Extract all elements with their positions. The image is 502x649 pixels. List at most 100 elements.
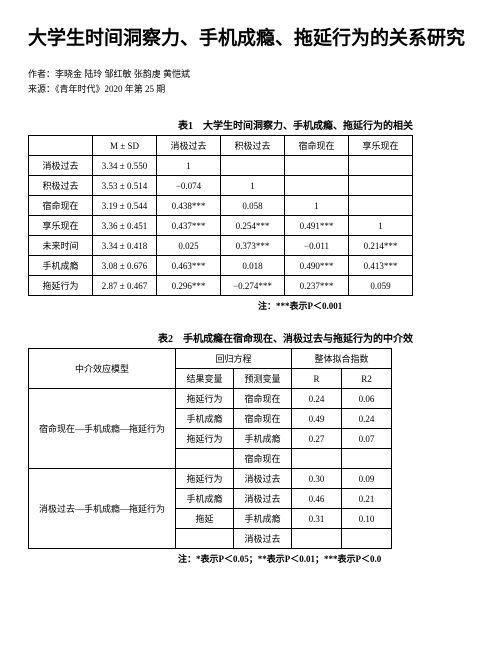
table1-header-row: M ± SD 消极过去 积极过去 宿命现在 享乐现在 bbox=[29, 136, 413, 156]
cell: −0.274*** bbox=[221, 276, 285, 296]
group-header: 中介效应模型 bbox=[29, 349, 176, 389]
cell: −0.011 bbox=[285, 236, 349, 256]
source-line: 来源：《青年时代》2020 年第 25 期 bbox=[28, 82, 482, 95]
table-row: 积极过去3.53 ± 0.514−0.0741 bbox=[29, 176, 413, 196]
table1-col-header: 消极过去 bbox=[157, 136, 221, 156]
cell: 3.34 ± 0.418 bbox=[93, 236, 157, 256]
cell: 0.490*** bbox=[285, 256, 349, 276]
cell: 3.34 ± 0.550 bbox=[93, 156, 157, 176]
cell: 拖延行为 bbox=[176, 389, 234, 409]
cell: 0.24 bbox=[342, 409, 392, 429]
cell bbox=[285, 176, 349, 196]
table1-col-header: M ± SD bbox=[93, 136, 157, 156]
cell: 宿命现在 bbox=[234, 409, 292, 429]
cell: 3.53 ± 0.514 bbox=[93, 176, 157, 196]
table-row: 宿命现在3.19 ± 0.5440.438***0.0581 bbox=[29, 196, 413, 216]
cell: 0.018 bbox=[221, 256, 285, 276]
authors-label: 作者： bbox=[28, 69, 55, 79]
cell: 手机成瘾 bbox=[234, 429, 292, 449]
cell: 3.36 ± 0.451 bbox=[93, 216, 157, 236]
table-row: 消极过去3.34 ± 0.5501 bbox=[29, 156, 413, 176]
row-label: 享乐现在 bbox=[29, 216, 93, 236]
table-row: 消极过去—手机成瘾—拖延行为 拖延行为消极过去0.300.09 bbox=[29, 469, 392, 489]
cell bbox=[176, 529, 234, 549]
cell: 拖延行为 bbox=[176, 469, 234, 489]
sub-header: 结果变量 bbox=[176, 369, 234, 389]
sub-header: R bbox=[292, 369, 342, 389]
table1-col-header: 积极过去 bbox=[221, 136, 285, 156]
cell: 0.31 bbox=[292, 509, 342, 529]
cell: 0.437*** bbox=[157, 216, 221, 236]
cell: 宿命现在 bbox=[234, 389, 292, 409]
table2-group-header-row: 中介效应模型 回归方程 整体拟合指数 bbox=[29, 349, 392, 369]
cell: 拖延行为 bbox=[176, 429, 234, 449]
cell: 3.19 ± 0.544 bbox=[93, 196, 157, 216]
cell bbox=[285, 156, 349, 176]
cell: 0.10 bbox=[342, 509, 392, 529]
table2-note: 注：*表示P＜0.05；**表示P＜0.01；***表示P＜0.0 bbox=[28, 552, 482, 565]
row-label: 宿命现在 bbox=[29, 196, 93, 216]
cell: 手机成瘾 bbox=[234, 509, 292, 529]
cell bbox=[176, 449, 234, 469]
cell: 0.06 bbox=[342, 389, 392, 409]
source-value: 《青年时代》2020 年第 25 期 bbox=[55, 84, 165, 94]
cell: 0.214*** bbox=[349, 236, 413, 256]
group-header: 整体拟合指数 bbox=[292, 349, 392, 369]
table1: M ± SD 消极过去 积极过去 宿命现在 享乐现在 消极过去3.34 ± 0.… bbox=[28, 135, 413, 296]
authors-names: 李晓金 陆玲 邹红敏 张韵虔 黄恺斌 bbox=[55, 69, 190, 79]
table1-note: 注：***表示P＜0.001 bbox=[28, 299, 482, 312]
cell: 1 bbox=[285, 196, 349, 216]
cell: 3.08 ± 0.676 bbox=[93, 256, 157, 276]
cell: 0.30 bbox=[292, 469, 342, 489]
table2-caption: 表2 手机成瘾在宿命现在、消极过去与拖延行为的中介效 bbox=[28, 330, 482, 345]
cell: 0.46 bbox=[292, 489, 342, 509]
table2-region: 表2 手机成瘾在宿命现在、消极过去与拖延行为的中介效 中介效应模型 回归方程 整… bbox=[28, 330, 482, 565]
cell: 手机成瘾 bbox=[176, 409, 234, 429]
cell: 拖延 bbox=[176, 509, 234, 529]
cell: 0.254*** bbox=[221, 216, 285, 236]
cell bbox=[292, 449, 342, 469]
cell: 0.07 bbox=[342, 429, 392, 449]
cell: 1 bbox=[157, 156, 221, 176]
sub-header: 预测变量 bbox=[234, 369, 292, 389]
table1-col-header: 宿命现在 bbox=[285, 136, 349, 156]
group-header: 回归方程 bbox=[176, 349, 292, 369]
cell: 0.438*** bbox=[157, 196, 221, 216]
cell: 0.49 bbox=[292, 409, 342, 429]
table1-col-header: 享乐现在 bbox=[349, 136, 413, 156]
cell bbox=[349, 156, 413, 176]
cell bbox=[342, 529, 392, 549]
row-label: 积极过去 bbox=[29, 176, 93, 196]
cell: 0.491*** bbox=[285, 216, 349, 236]
cell bbox=[221, 156, 285, 176]
cell: 0.413*** bbox=[349, 256, 413, 276]
cell: 消极过去 bbox=[234, 469, 292, 489]
cell: 2.87 ± 0.467 bbox=[93, 276, 157, 296]
cell: 1 bbox=[221, 176, 285, 196]
table-row: 拖延行为2.87 ± 0.4670.296***−0.274***0.237**… bbox=[29, 276, 413, 296]
model-label: 宿命现在—手机成瘾—拖延行为 bbox=[29, 389, 176, 469]
cell bbox=[292, 529, 342, 549]
row-label: 消极过去 bbox=[29, 156, 93, 176]
row-label: 未来时间 bbox=[29, 236, 93, 256]
authors-line: 作者：李晓金 陆玲 邹红敏 张韵虔 黄恺斌 bbox=[28, 67, 482, 80]
table-row: 宿命现在—手机成瘾—拖延行为 拖延行为宿命现在0.240.06 bbox=[29, 389, 392, 409]
sub-header: R2 bbox=[342, 369, 392, 389]
cell: 宿命现在 bbox=[234, 449, 292, 469]
cell: 0.463*** bbox=[157, 256, 221, 276]
cell: 0.373*** bbox=[221, 236, 285, 256]
table-row: 手机成瘾3.08 ± 0.6760.463***0.0180.490***0.4… bbox=[29, 256, 413, 276]
cell: 0.025 bbox=[157, 236, 221, 256]
cell: 0.058 bbox=[221, 196, 285, 216]
cell: 0.27 bbox=[292, 429, 342, 449]
table1-col-header bbox=[29, 136, 93, 156]
table1-caption: 表1 大学生时间洞察力、手机成瘾、拖延行为的相关 bbox=[28, 117, 482, 132]
cell bbox=[349, 196, 413, 216]
cell: 0.237*** bbox=[285, 276, 349, 296]
row-label: 拖延行为 bbox=[29, 276, 93, 296]
table2: 中介效应模型 回归方程 整体拟合指数 结果变量 预测变量 R R2 宿命现在—手… bbox=[28, 348, 392, 549]
cell: −0.074 bbox=[157, 176, 221, 196]
cell: 0.059 bbox=[349, 276, 413, 296]
cell: 消极过去 bbox=[234, 529, 292, 549]
model-label: 消极过去—手机成瘾—拖延行为 bbox=[29, 469, 176, 549]
